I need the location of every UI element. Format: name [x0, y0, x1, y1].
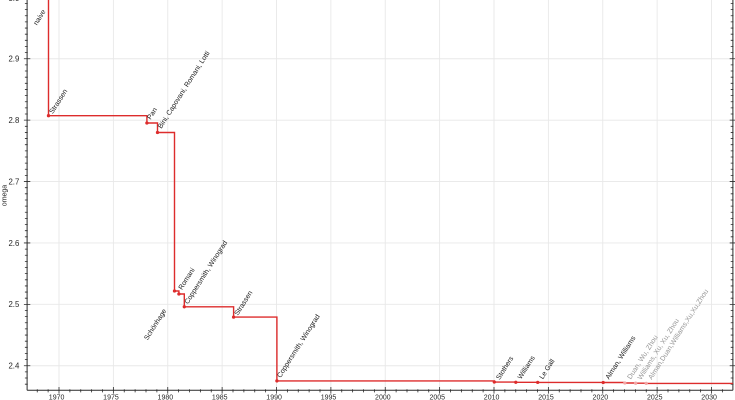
svg-text:2030: 2030 — [701, 395, 717, 400]
svg-text:2.9: 2.9 — [8, 55, 19, 64]
svg-text:3.0: 3.0 — [8, 0, 20, 3]
svg-text:2.6: 2.6 — [8, 239, 19, 248]
svg-text:1980: 1980 — [158, 395, 174, 400]
svg-text:2.7: 2.7 — [8, 177, 19, 186]
svg-text:2.5: 2.5 — [8, 300, 20, 309]
svg-text:2020: 2020 — [593, 395, 609, 400]
svg-text:omega: omega — [2, 185, 9, 207]
svg-text:1990: 1990 — [266, 395, 282, 400]
svg-text:1985: 1985 — [212, 395, 228, 400]
svg-text:2010: 2010 — [484, 395, 500, 400]
svg-text:2015: 2015 — [538, 395, 554, 400]
svg-text:2005: 2005 — [429, 395, 445, 400]
svg-text:2.4: 2.4 — [8, 362, 20, 371]
svg-text:1970: 1970 — [49, 395, 65, 400]
svg-text:1995: 1995 — [321, 395, 337, 400]
svg-text:2025: 2025 — [647, 395, 663, 400]
svg-text:2000: 2000 — [375, 395, 391, 400]
svg-text:2.8: 2.8 — [8, 116, 19, 125]
svg-text:1975: 1975 — [103, 395, 119, 400]
